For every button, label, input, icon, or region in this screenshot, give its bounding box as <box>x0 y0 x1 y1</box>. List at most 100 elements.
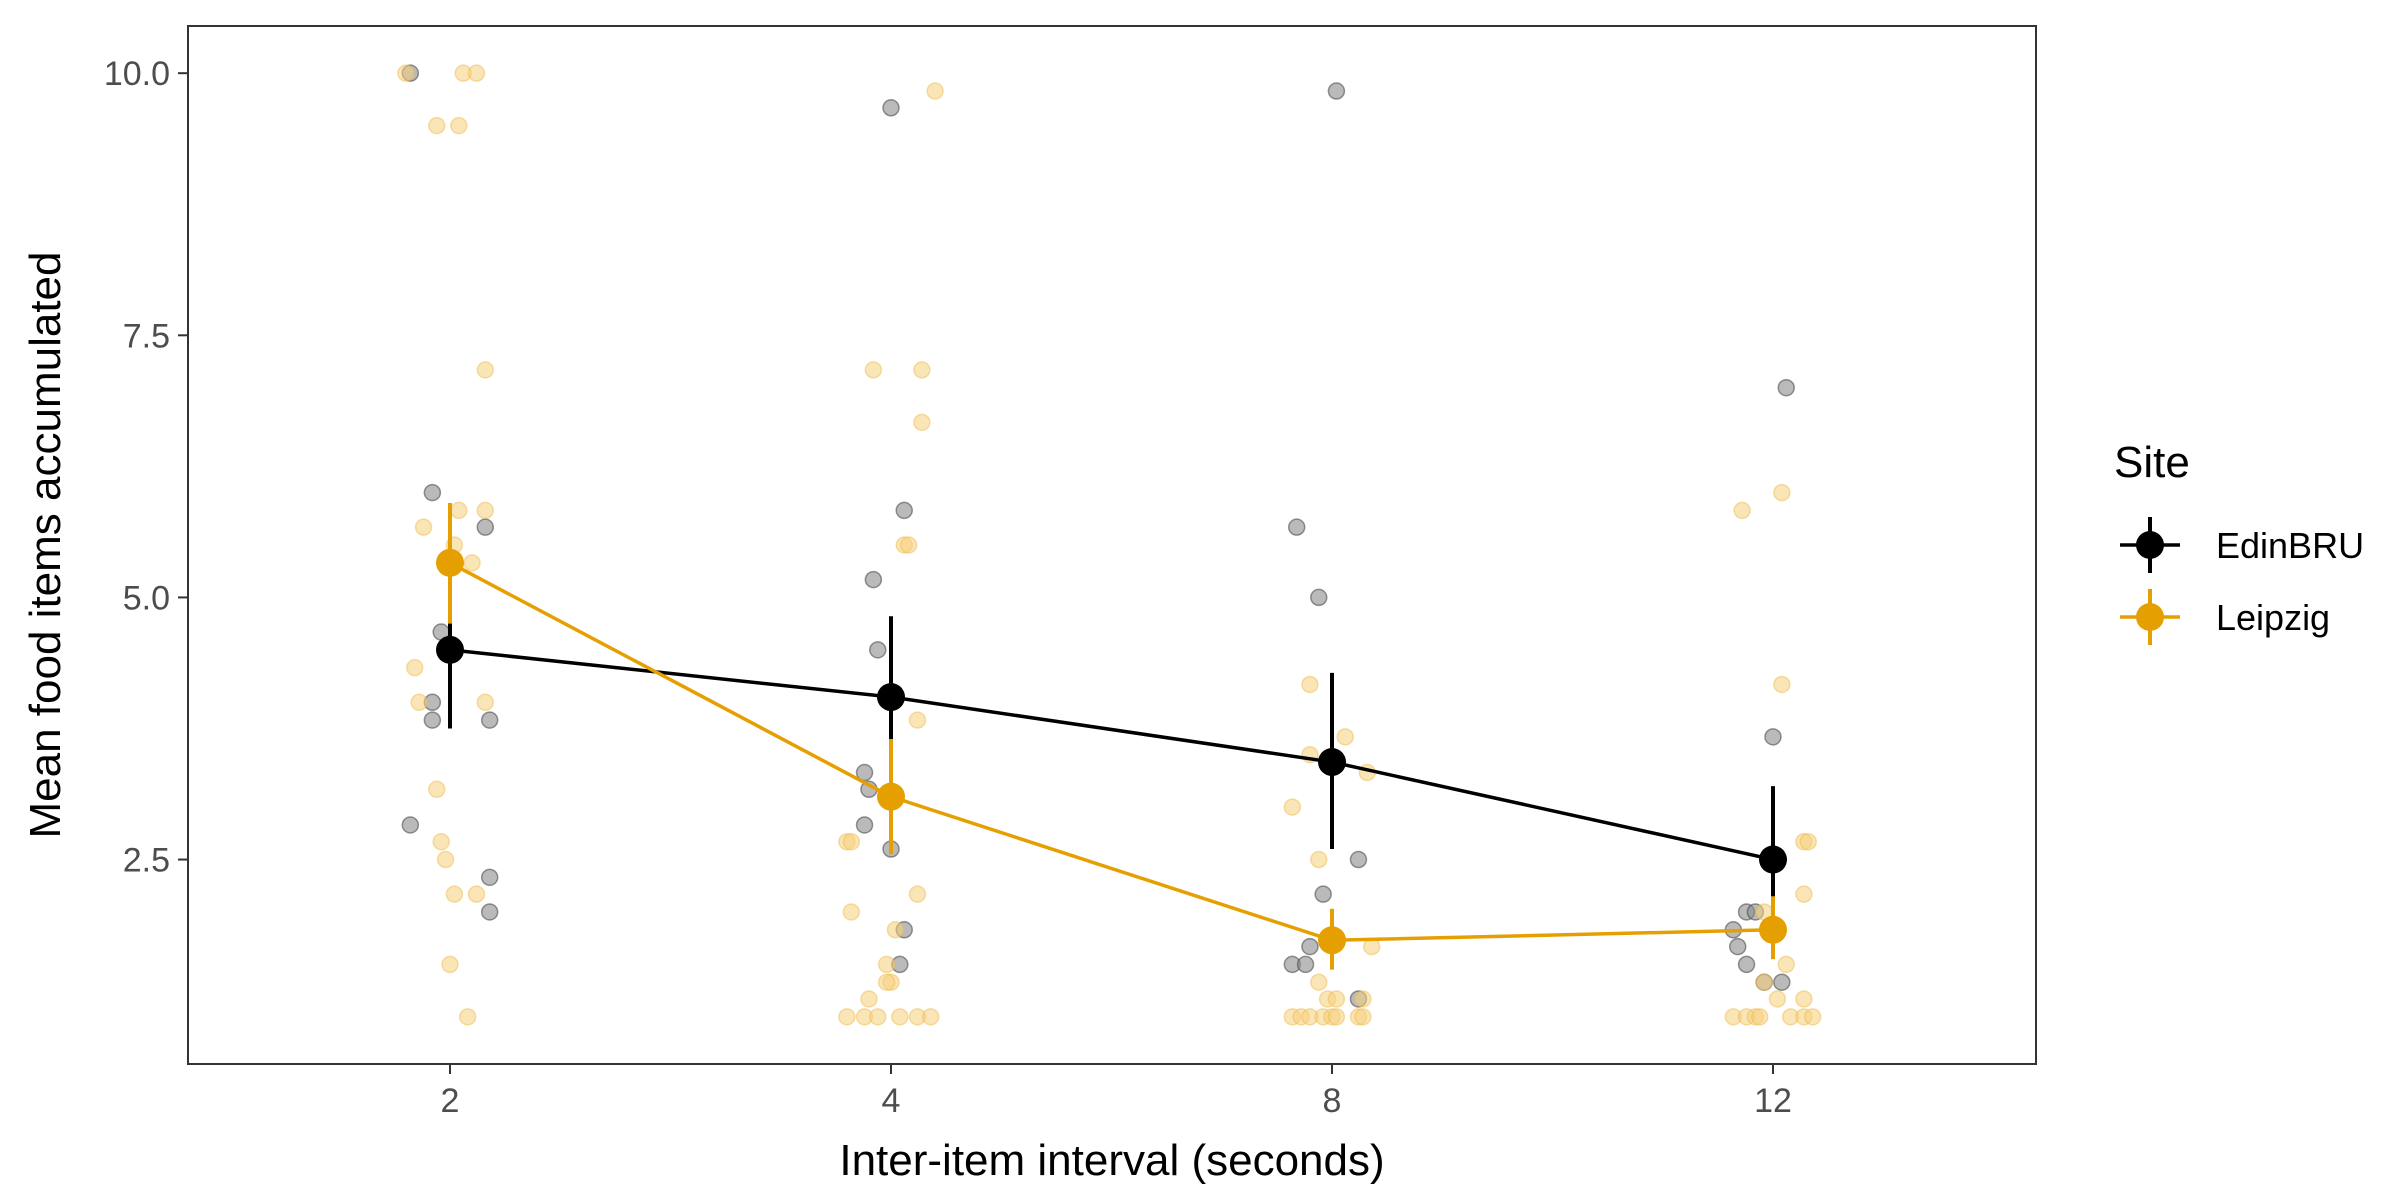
data-point <box>864 570 883 589</box>
mean-points <box>436 548 1787 955</box>
data-point <box>1336 728 1354 746</box>
legend-title: Site <box>2114 438 2190 487</box>
data-point <box>467 64 486 82</box>
data-point <box>1310 588 1328 607</box>
data-point <box>1310 973 1328 991</box>
x-axis-title: Inter-item interval (seconds) <box>839 1136 1384 1185</box>
data-point <box>401 816 420 834</box>
data-point <box>414 518 433 536</box>
data-point <box>877 973 896 991</box>
data-point <box>842 903 861 921</box>
data-point <box>1287 518 1306 536</box>
data-point <box>886 921 905 939</box>
data-point <box>423 483 442 502</box>
data-point <box>467 885 486 903</box>
data-point <box>476 501 495 520</box>
data-point <box>926 82 944 100</box>
legend-key-point <box>2136 531 2164 559</box>
data-point <box>869 641 887 659</box>
data-point <box>1314 885 1332 903</box>
series-line <box>449 561 1774 943</box>
data-point <box>1349 850 1368 869</box>
data-point <box>463 554 481 572</box>
data-point <box>908 885 927 903</box>
data-point <box>1755 973 1773 991</box>
legend-label: Leipzig <box>2216 597 2330 638</box>
data-point <box>908 711 927 729</box>
data-point <box>480 868 499 887</box>
data-point <box>1764 728 1782 746</box>
data-point <box>450 116 468 135</box>
data-point <box>913 361 931 379</box>
x-axis: 2 4 8 12 <box>441 1064 1792 1120</box>
x-tick-label: 4 <box>882 1082 901 1120</box>
data-point <box>1795 885 1813 903</box>
data-point <box>1803 1008 1822 1026</box>
data-point <box>1310 850 1328 869</box>
mean-point <box>1759 845 1787 874</box>
legend: Site EdinBRU Leipzig <box>2114 438 2364 645</box>
data-point <box>1728 937 1747 956</box>
mean-point <box>1318 748 1346 777</box>
y-tick-label: 10.0 <box>104 55 170 93</box>
data-point <box>1795 990 1813 1008</box>
data-point <box>1301 675 1319 694</box>
data-point <box>913 413 931 432</box>
legend-label: EdinBRU <box>2216 525 2364 566</box>
data-point <box>860 990 878 1008</box>
data-point <box>1773 973 1791 991</box>
data-point <box>1327 1008 1346 1026</box>
data-point <box>428 116 446 135</box>
data-point <box>1777 955 1795 974</box>
mean-point <box>877 683 905 712</box>
y-tick-label: 5.0 <box>123 579 170 617</box>
y-tick-label: 2.5 <box>123 842 170 880</box>
mean-point <box>877 782 905 811</box>
plot-panel-border <box>187 25 2037 1065</box>
jitter-points <box>397 64 1822 1026</box>
data-point <box>410 693 428 712</box>
data-point <box>869 1008 887 1026</box>
x-tick-label: 12 <box>1754 1082 1792 1120</box>
y-tick-label: 7.5 <box>123 317 170 355</box>
mean-lines <box>449 561 1774 943</box>
data-point <box>1327 82 1346 100</box>
data-point <box>899 536 918 554</box>
mean-point <box>436 548 464 577</box>
data-point <box>480 903 499 921</box>
data-point <box>1354 1008 1372 1026</box>
mean-point <box>436 635 464 664</box>
data-point <box>1327 990 1346 1008</box>
data-point <box>476 693 495 712</box>
legend-key-point <box>2136 603 2164 631</box>
data-point <box>1751 1008 1769 1026</box>
data-point <box>405 658 424 677</box>
series-line <box>449 648 1774 862</box>
data-point <box>1737 955 1756 974</box>
data-point <box>864 361 883 379</box>
data-point <box>842 832 861 851</box>
data-point <box>891 1008 909 1026</box>
data-point <box>838 1008 856 1026</box>
data-point <box>882 99 900 117</box>
data-point <box>1354 990 1372 1008</box>
data-point <box>855 763 874 782</box>
data-point <box>450 501 468 520</box>
data-point <box>432 832 450 851</box>
data-point <box>436 850 455 869</box>
data-point <box>397 64 415 82</box>
x-tick-label: 8 <box>1323 1082 1342 1120</box>
data-point <box>445 885 464 903</box>
data-point <box>1283 798 1302 816</box>
data-point <box>1777 378 1795 397</box>
x-tick-label: 2 <box>441 1082 460 1120</box>
data-point <box>428 780 446 799</box>
data-point <box>855 816 874 834</box>
data-point <box>480 711 499 729</box>
data-point <box>1768 990 1787 1008</box>
legend-keys: EdinBRU Leipzig <box>2120 517 2364 645</box>
data-point <box>1773 483 1791 502</box>
data-point <box>1799 832 1818 851</box>
data-point <box>1733 501 1751 520</box>
